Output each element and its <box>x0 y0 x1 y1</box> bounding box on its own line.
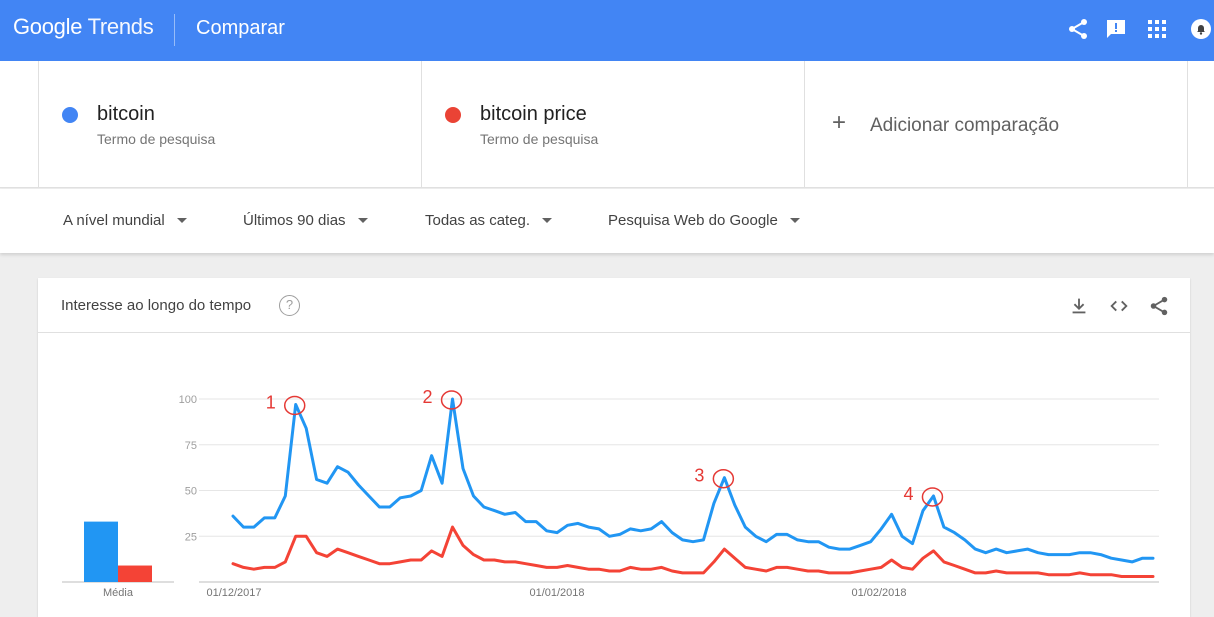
plus-icon: + <box>832 109 847 136</box>
card-title: Interesse ao longo do tempo <box>61 297 252 314</box>
term-color-dot <box>62 107 78 123</box>
annotation-circle <box>921 487 944 507</box>
term-card-bitcoin[interactable]: bitcoin Termo de pesquisa <box>38 61 422 188</box>
feedback-icon[interactable] <box>1104 17 1128 41</box>
comparison-terms-row: bitcoin Termo de pesquisa bitcoin price … <box>0 61 1214 188</box>
logo-trends-text: Trends <box>87 14 154 39</box>
interest-chart: 25 50 75 100 01/12/2017 01/01/2018 01/02/2018… <box>62 387 1159 599</box>
y-tick-label: 25 <box>185 531 197 543</box>
average-label: Média <box>103 587 134 599</box>
interest-over-time-card: Interesse ao longo do tempo ? 25 50 75 100 … <box>38 278 1190 617</box>
term-type: Termo de pesquisa <box>97 131 216 147</box>
period-filter-dropdown[interactable]: Últimos 90 dias <box>243 212 368 229</box>
chevron-down-icon <box>357 217 368 223</box>
x-tick-label: 01/02/2018 <box>851 587 906 599</box>
term-name: bitcoin <box>97 103 155 125</box>
average-bar-bitcoin[interactable] <box>84 521 118 582</box>
category-filter-dropdown[interactable]: Todas as categ. <box>425 212 553 229</box>
series-lines <box>231 397 1155 578</box>
annotation-circle <box>712 468 735 489</box>
average-bars: Média <box>62 521 174 599</box>
apps-grid-icon[interactable] <box>1145 17 1169 41</box>
header-divider <box>174 14 175 46</box>
annotation-number: 4 <box>903 484 913 504</box>
annotation-number: 2 <box>423 387 433 407</box>
y-tick-label: 50 <box>185 486 197 498</box>
add-comparison-label: Adicionar comparação <box>870 115 1060 136</box>
search-type-filter-label: Pesquisa Web do Google <box>608 212 778 229</box>
series-line-bitcoin[interactable] <box>231 397 1155 564</box>
annotation-number: 1 <box>266 392 276 412</box>
average-bar-bitcoin-price[interactable] <box>118 565 152 582</box>
term-type: Termo de pesquisa <box>480 131 599 147</box>
x-axis-ticks: 01/12/2017 01/01/2018 01/02/2018 <box>206 587 906 599</box>
x-tick-label: 01/12/2017 <box>206 587 261 599</box>
category-filter-label: Todas as categ. <box>425 212 531 229</box>
card-header: Interesse ao longo do tempo ? <box>38 278 1190 333</box>
embed-code-icon[interactable] <box>1108 295 1130 317</box>
chevron-down-icon <box>789 217 800 223</box>
region-filter-label: A nível mundial <box>63 212 165 229</box>
x-tick-label: 01/01/2018 <box>529 587 584 599</box>
annotation-number: 3 <box>694 466 704 486</box>
annotation-circle <box>283 395 306 416</box>
term-color-dot <box>445 107 461 123</box>
chart-annotations: 1 2 3 4 <box>266 387 944 507</box>
notifications-icon[interactable] <box>1189 17 1213 41</box>
share-icon[interactable] <box>1066 17 1090 41</box>
filters-row: A nível mundial Últimos 90 dias Todas as… <box>0 189 1214 253</box>
page-title: Comparar <box>196 17 285 39</box>
term-name: bitcoin price <box>480 103 587 125</box>
google-trends-logo[interactable]: Google Trends <box>13 14 154 40</box>
add-comparison-button[interactable]: + Adicionar comparação <box>804 61 1188 188</box>
series-line-bitcoin-price[interactable] <box>231 525 1155 578</box>
top-bar: Google Trends Comparar <box>0 0 1214 61</box>
download-icon[interactable] <box>1068 295 1090 317</box>
search-type-filter-dropdown[interactable]: Pesquisa Web do Google <box>608 212 800 229</box>
help-icon[interactable]: ? <box>279 295 300 316</box>
annotation-circle <box>440 390 463 410</box>
chart-grid <box>199 398 1159 583</box>
y-tick-label: 100 <box>179 394 197 406</box>
term-card-bitcoin-price[interactable]: bitcoin price Termo de pesquisa <box>421 61 805 188</box>
chevron-down-icon <box>542 217 553 223</box>
region-filter-dropdown[interactable]: A nível mundial <box>63 212 187 229</box>
y-axis-ticks: 25 50 75 100 <box>179 394 197 543</box>
share-icon[interactable] <box>1148 295 1170 317</box>
logo-google-text: Google <box>13 14 83 39</box>
chevron-down-icon <box>176 217 187 223</box>
y-tick-label: 75 <box>185 440 197 452</box>
period-filter-label: Últimos 90 dias <box>243 212 346 229</box>
